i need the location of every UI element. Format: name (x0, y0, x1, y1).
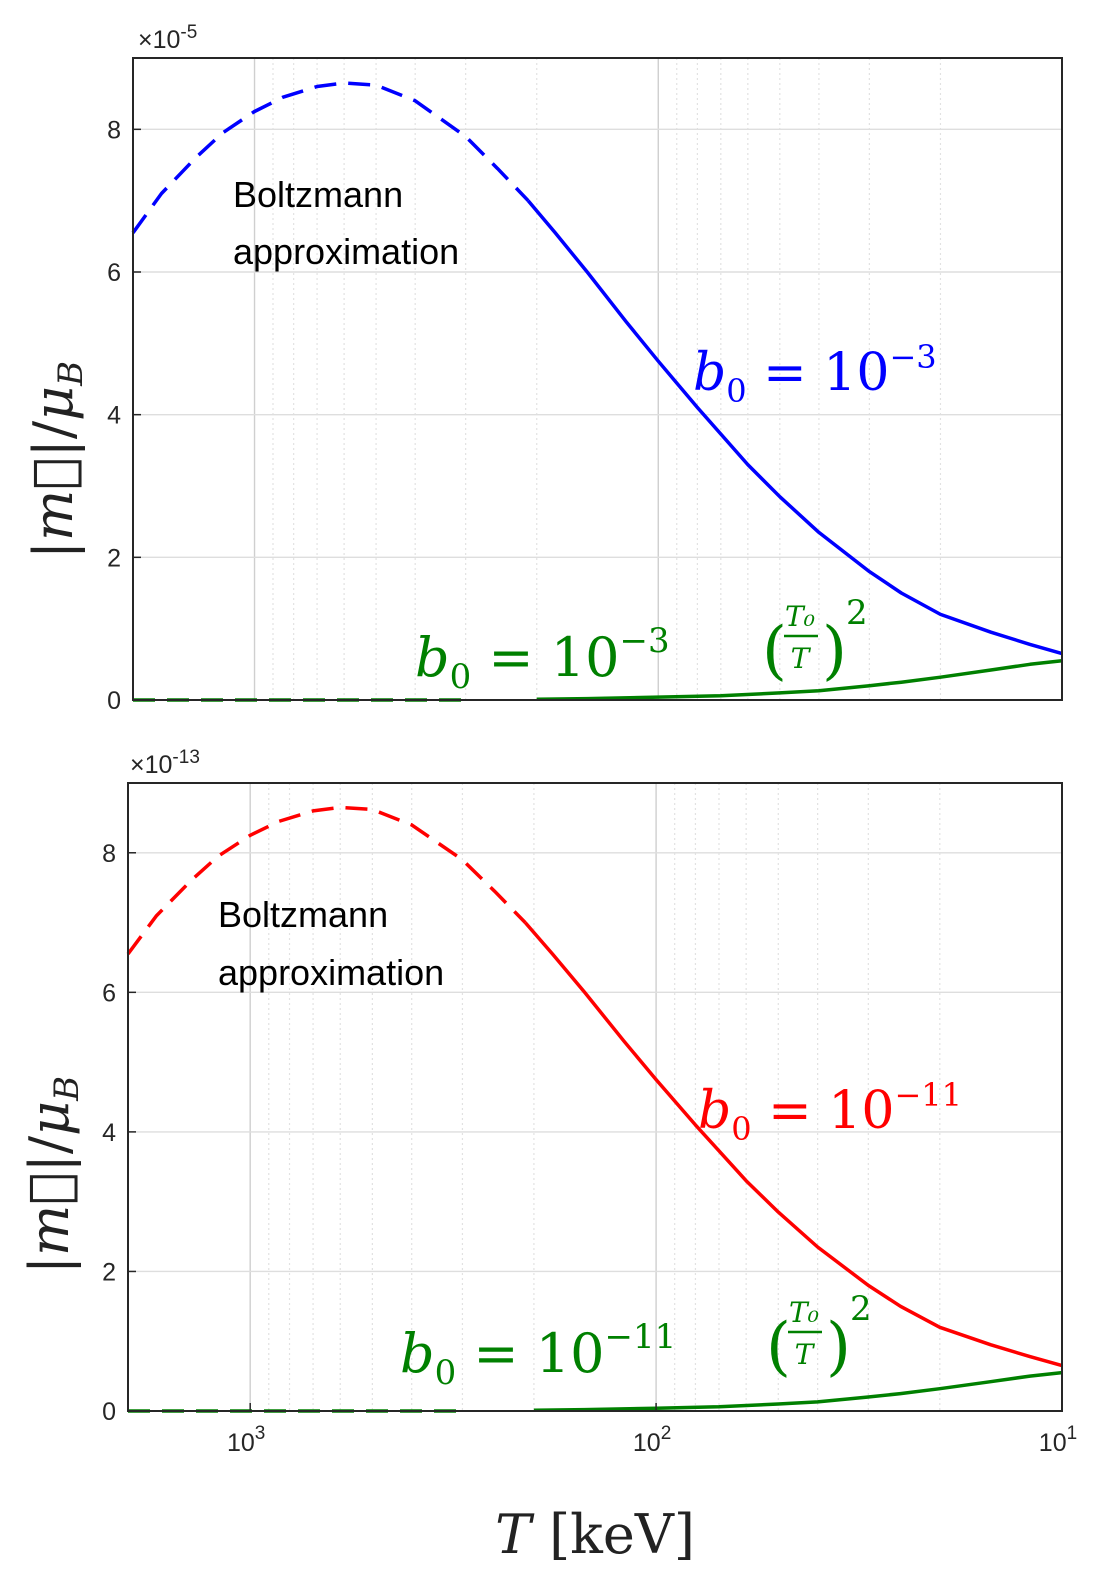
top-panel: 0 2 4 6 8 ×10-5 Boltzmann approximation |m⃗|… (22, 22, 1063, 715)
top-annotation: Boltzmann approximation (233, 174, 459, 272)
series-line (523, 921, 1063, 1368)
y-tick-label: 2 (107, 544, 121, 572)
bottom-grid (128, 783, 1062, 1411)
y-tick-label: 6 (107, 259, 121, 287)
y-tick-label: 4 (102, 1119, 116, 1147)
bottom-series-label-green-frac-den: T (795, 1338, 816, 1371)
y-tick-label: 8 (107, 116, 121, 144)
bottom-y-ticks: 0 2 4 6 8 (102, 840, 136, 1426)
series-line (536, 659, 1063, 702)
bottom-y-exponent: ×10-13 (130, 747, 200, 779)
bottom-series-label-green: b0 = 10−11 (400, 1317, 676, 1393)
top-series-label-blue: b0 = 10−3 (693, 338, 937, 410)
x-tick-label: 101 (1039, 1423, 1077, 1457)
series-line (526, 199, 1063, 656)
bottom-y-axis-label: |m⃗|/μB (18, 1076, 87, 1274)
series-line-dashed (131, 81, 530, 234)
bottom-series-label-green-paren-close: ) (826, 1310, 851, 1384)
bottom-panel: 0 2 4 6 8 103 102 101 ×10-13 Boltzmann approxi… (18, 747, 1077, 1566)
top-series-label-green-paren-close: ) (822, 614, 847, 688)
top-y-ticks: 0 2 4 6 8 (107, 116, 141, 715)
series-line-dashed (126, 805, 527, 956)
top-y-axis-label: |m⃗|/μB (22, 361, 91, 559)
bottom-axes-box (127, 782, 1063, 1412)
top-series-label-green-paren-open: ( (762, 614, 787, 688)
top-series-label-green-power: 2 (846, 593, 868, 633)
bottom-series-label-red: b0 = 10−11 (698, 1076, 962, 1148)
y-tick-label: 4 (107, 402, 121, 430)
y-tick-label: 2 (102, 1258, 116, 1286)
y-tick-label: 0 (102, 1398, 116, 1426)
bottom-annotation: Boltzmann approximation (218, 894, 444, 993)
y-tick-label: 6 (102, 979, 116, 1007)
x-tick-label: 102 (633, 1423, 671, 1457)
top-series-label-green: b0 = 10−3 (415, 621, 670, 697)
bottom-series-label-green-power: 2 (850, 1289, 872, 1329)
y-tick-label: 8 (102, 840, 116, 868)
series-line (533, 1370, 1063, 1413)
top-y-exponent: ×10-5 (138, 22, 197, 54)
top-axes-box (132, 57, 1063, 701)
bottom-series-label-green-frac-num: T₀ (789, 1296, 819, 1329)
bottom-x-ticks: 103 102 101 (227, 1403, 1077, 1457)
y-tick-label: 0 (107, 687, 121, 715)
bottom-series-label-green-paren-open: ( (766, 1310, 791, 1384)
top-grid (133, 58, 1062, 700)
top-series-label-green-frac-num: T₀ (785, 600, 815, 633)
x-tick-label: 103 (227, 1423, 265, 1457)
top-series-label-green-frac-den: T (791, 642, 812, 675)
bottom-x-axis-label: T [keV] (495, 1503, 695, 1566)
